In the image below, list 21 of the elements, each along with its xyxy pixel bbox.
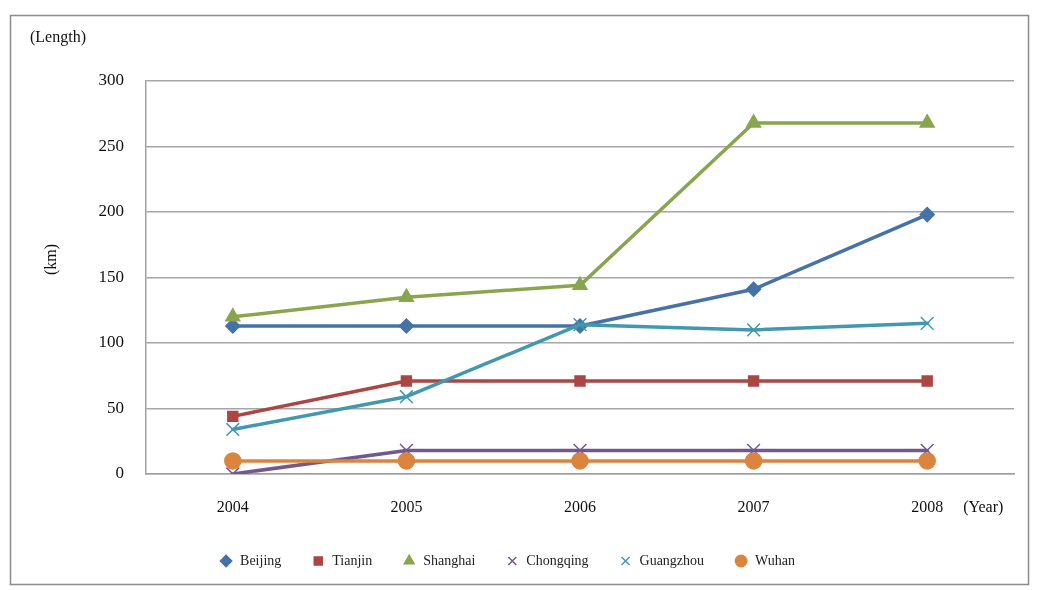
legend-label: Shanghai [423,552,476,568]
y-tick-label: 150 [98,266,124,286]
legend-label: Guangzhou [639,552,705,568]
legend-label: Chongqing [526,552,589,568]
y-tick-label: 100 [98,332,124,352]
legend-label: Beijing [240,552,282,568]
legend-label: Wuhan [755,552,795,568]
x-tick-label: 2006 [564,497,596,515]
text: (Length) [30,28,86,47]
y-axis-title: (km) [42,243,61,276]
y-tick-label: 250 [98,135,124,155]
x-tick-label: 2008 [911,497,944,515]
legend-label: Tianjin [332,552,373,568]
x-tick-label: 2005 [390,497,423,515]
y-tick-label: 200 [98,201,124,221]
y-tick-label: 300 [98,70,124,90]
y-tick-label: 0 [115,463,124,483]
y-tick-label: 50 [107,397,124,417]
x-axis-title: (Year) [963,498,1004,517]
x-tick-label: 2004 [216,497,249,515]
x-tick-label: 2007 [737,497,770,515]
